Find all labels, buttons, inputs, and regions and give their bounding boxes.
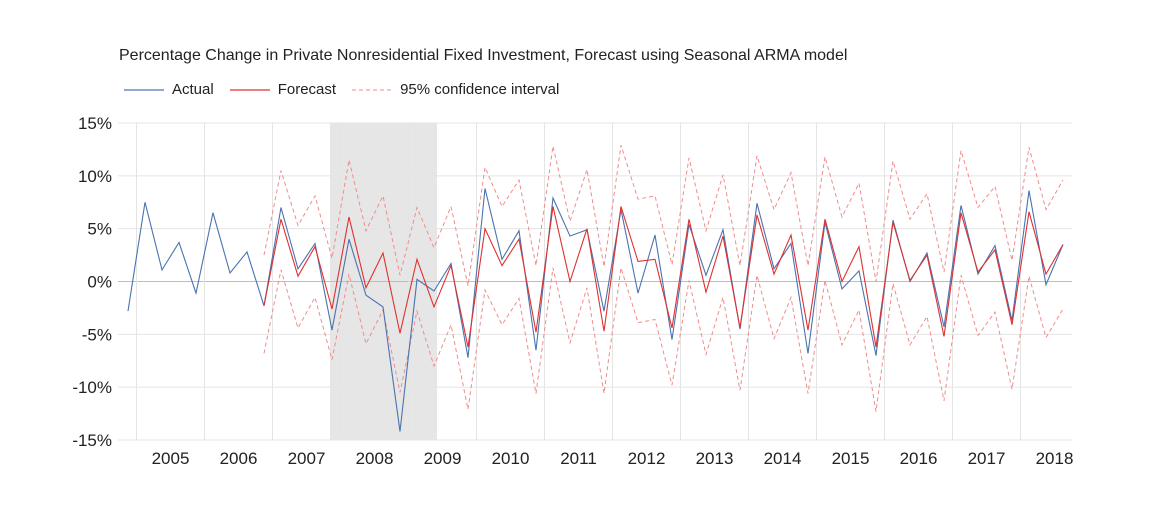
- ci-upper-line: [263, 145, 1064, 286]
- x-tick-label: 2018: [1036, 449, 1074, 468]
- x-tick-label: 2016: [900, 449, 938, 468]
- y-tick-label: -5%: [82, 325, 112, 344]
- legend-item-confidence-interval: 95% confidence interval: [352, 81, 559, 98]
- x-tick-label: 2012: [628, 449, 666, 468]
- legend-label-confidence-interval: 95% confidence interval: [400, 81, 560, 98]
- y-tick-label: -15%: [72, 431, 112, 450]
- legend-swatch-forecast: [229, 88, 270, 91]
- x-tick-label: 2006: [220, 449, 258, 468]
- x-tick-label: 2017: [968, 449, 1006, 468]
- legend-label-forecast: Forecast: [277, 81, 337, 98]
- actual-line: [127, 188, 1064, 432]
- x-tick-label: 2009: [424, 449, 462, 468]
- y-tick-label: 15%: [78, 114, 112, 133]
- legend-label-actual: Actual: [172, 81, 214, 98]
- x-tick-label: 2010: [492, 449, 530, 468]
- x-tick-label: 2008: [356, 449, 394, 468]
- x-tick-label: 2007: [288, 449, 326, 468]
- forecast-line: [263, 206, 1064, 348]
- legend-item-forecast: Forecast: [229, 81, 337, 98]
- legend-item-actual: Actual: [124, 81, 214, 98]
- y-tick-label: 5%: [87, 220, 112, 239]
- y-tick-label: 0%: [87, 273, 112, 292]
- chart-legend: Actual Forecast 95% confidence interval: [124, 81, 575, 98]
- x-tick-label: 2014: [764, 449, 802, 468]
- y-tick-label: -10%: [72, 378, 112, 397]
- x-tick-label: 2013: [696, 449, 734, 468]
- x-tick-label: 2005: [152, 449, 190, 468]
- chart-title: Percentage Change in Private Nonresident…: [119, 47, 848, 64]
- x-tick-label: 2015: [832, 449, 870, 468]
- legend-swatch-actual: [124, 88, 164, 91]
- y-tick-label: 10%: [78, 167, 112, 186]
- ci-lower-line: [263, 267, 1064, 412]
- x-tick-label: 2011: [560, 449, 597, 468]
